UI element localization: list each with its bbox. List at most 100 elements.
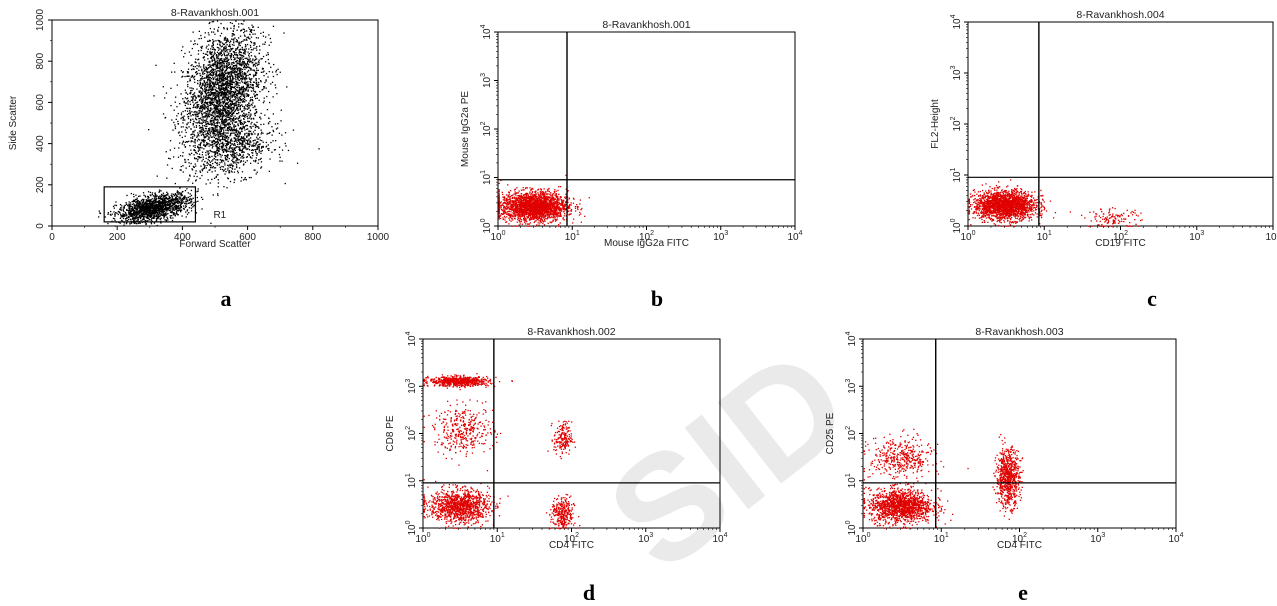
y-tick-exponent: 4 [405, 331, 412, 335]
panel-b: 8-Ravankhosh.001 Mouse IgG2a FITC Mouse Ig… [460, 19, 803, 249]
panel-a: 8-Ravankhosh.001 Forward Scatter Side Scat… [8, 7, 390, 250]
y-tick-label: 104 [950, 14, 963, 29]
x-tick-exponent: 3 [1101, 532, 1105, 539]
plot-frame [497, 31, 796, 227]
x-tick-exponent: 2 [575, 532, 579, 539]
x-tick-label: 800 [304, 232, 321, 243]
y-tick-exponent: 1 [950, 167, 957, 171]
y-tick-label: 104 [845, 331, 858, 346]
dot-cloud [423, 373, 581, 529]
x-axis-label: Mouse IgG2a FITC [604, 238, 689, 249]
x-tick-exponent: 1 [1048, 230, 1052, 237]
x-tick-label: 103 [1090, 532, 1105, 545]
y-tick-label: 400 [35, 135, 46, 152]
x-tick-exponent: 2 [650, 230, 654, 237]
x-tick-label: 104 [1265, 230, 1277, 243]
x-tick-exponent: 3 [724, 230, 728, 237]
y-tick-label: 103 [950, 65, 963, 80]
plot-title: 8-Ravankhosh.002 [527, 326, 615, 338]
x-axis-label: CD19 FITC [1095, 238, 1146, 249]
y-tick-exponent: 2 [845, 426, 852, 430]
x-tick-label: 1000 [367, 232, 390, 243]
x-tick-label: 101 [565, 230, 580, 243]
y-tick-exponent: 4 [950, 14, 957, 18]
y-axis-label: FL2-Height [930, 99, 941, 149]
y-tick-exponent: 4 [845, 331, 852, 335]
y-tick-exponent: 1 [845, 473, 852, 477]
panel-letter-a: a [221, 286, 232, 311]
watermark-text: SID [578, 316, 878, 602]
y-tick-exponent: 3 [845, 379, 852, 383]
x-tick-exponent: 2 [1124, 230, 1128, 237]
x-tick-label: 200 [109, 232, 126, 243]
x-tick-label: 0 [49, 232, 55, 243]
y-tick-exponent: 3 [480, 73, 487, 77]
plot-title: 8-Ravankhosh.001 [171, 7, 259, 19]
y-tick-exponent: 3 [405, 379, 412, 383]
y-tick-label: 100 [480, 218, 493, 233]
y-tick-label: 101 [950, 167, 963, 182]
x-tick-exponent: 2 [1023, 532, 1027, 539]
y-axis-label: Mouse IgG2a PE [460, 91, 471, 167]
y-tick-label: 103 [480, 73, 493, 88]
y-tick-label: 102 [950, 116, 963, 131]
x-tick-exponent: 0 [867, 532, 871, 539]
x-axis-label: CD4 FITC [549, 540, 594, 551]
y-tick-label: 600 [35, 94, 46, 111]
y-tick-label: 101 [480, 170, 493, 185]
plot-title: 8-Ravankhosh.003 [975, 326, 1063, 338]
x-tick-label: 104 [1168, 532, 1183, 545]
y-tick-exponent: 0 [405, 520, 412, 524]
x-tick-label: 101 [1037, 230, 1052, 243]
y-axis-label: CD25 PE [825, 412, 836, 454]
y-tick-exponent: 1 [480, 170, 487, 174]
y-tick-label: 0 [35, 223, 46, 229]
x-tick-exponent: 3 [649, 532, 653, 539]
y-axis-label: CD8 PE [385, 415, 396, 451]
gate-label: R1 [213, 210, 226, 221]
y-tick-label: 101 [405, 473, 418, 488]
y-tick-label: 104 [480, 24, 493, 39]
y-tick-exponent: 0 [950, 218, 957, 222]
y-tick-label: 100 [950, 218, 963, 233]
plot-title: 8-Ravankhosh.001 [602, 19, 690, 31]
x-axis-label: CD4 FITC [997, 540, 1042, 551]
x-tick-exponent: 1 [501, 532, 505, 539]
plot-panels: 8-Ravankhosh.001 Forward Scatter Side Scat… [8, 7, 1277, 605]
y-tick-exponent: 0 [845, 520, 852, 524]
y-tick-exponent: 1 [405, 473, 412, 477]
y-tick-label: 800 [35, 52, 46, 69]
y-tick-label: 100 [845, 520, 858, 535]
x-tick-exponent: 3 [1200, 230, 1204, 237]
y-tick-exponent: 2 [480, 121, 487, 125]
x-tick-label: 103 [713, 230, 728, 243]
x-axis-label: Forward Scatter [179, 239, 251, 250]
panel-letter-d: d [583, 580, 595, 605]
y-tick-exponent: 2 [950, 116, 957, 120]
x-tick-exponent: 4 [724, 532, 728, 539]
y-tick-label: 102 [405, 426, 418, 441]
panel-letter-b: b [651, 286, 663, 311]
x-tick-exponent: 0 [427, 532, 431, 539]
y-axis-label: Side Scatter [8, 95, 19, 150]
x-tick-exponent: 1 [945, 532, 949, 539]
y-tick-label: 1000 [35, 8, 46, 31]
y-tick-label: 100 [405, 520, 418, 535]
panel-letter-e: e [1018, 580, 1028, 605]
y-tick-label: 102 [480, 121, 493, 136]
x-tick-label: 101 [934, 532, 949, 545]
x-tick-exponent: 1 [576, 230, 580, 237]
dot-cloud [968, 179, 1143, 227]
x-tick-label: 104 [787, 230, 802, 243]
dot-cloud [863, 428, 1024, 529]
y-tick-exponent: 0 [480, 218, 487, 222]
x-tick-exponent: 0 [502, 230, 506, 237]
x-tick-label: 103 [1189, 230, 1204, 243]
y-tick-exponent: 4 [480, 24, 487, 28]
x-tick-label: 600 [239, 232, 256, 243]
gate-r1 [103, 186, 197, 223]
